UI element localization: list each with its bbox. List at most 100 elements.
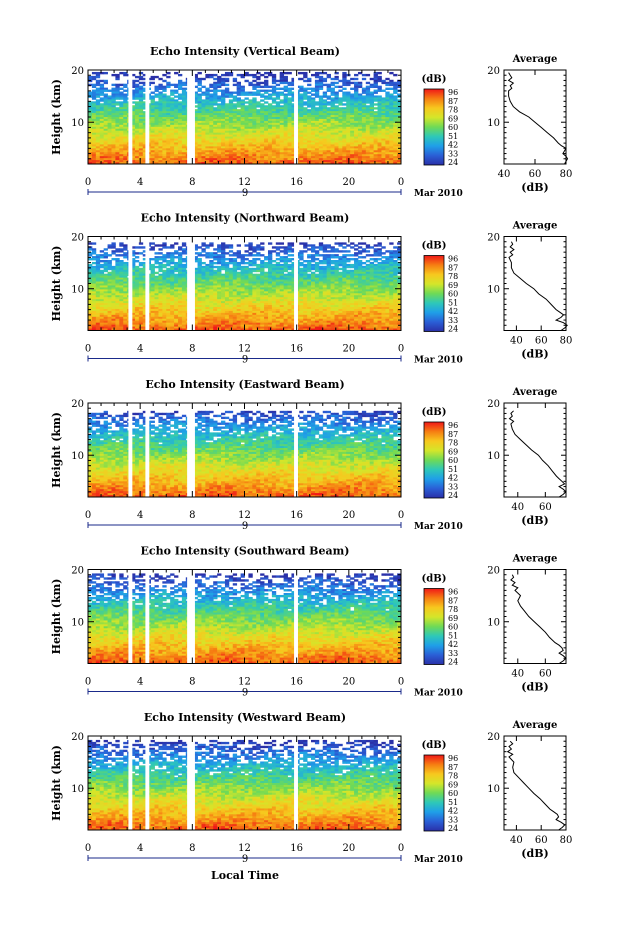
x-tick-label: 4 <box>137 344 143 355</box>
profile-x-tick-label: 40 <box>510 336 523 347</box>
y-tick-label: 20 <box>71 732 84 743</box>
data-gap <box>128 736 133 830</box>
data-gap <box>294 70 298 164</box>
profile-y-tick-label: 10 <box>487 118 500 129</box>
beam-panel: Echo Intensity (Northward Beam) 10 20 Heigh… <box>50 212 572 366</box>
date-label: Mar 2010 <box>414 356 463 366</box>
colorbar-tick-label: 60 <box>448 623 458 632</box>
echo-field <box>88 242 402 331</box>
x-tick-label: 12 <box>238 177 251 188</box>
beam-panel: Echo Intensity (Vertical Beam) 10 20 Height… <box>50 45 572 199</box>
x-tick-label: 0 <box>398 344 404 355</box>
x-tick-label: 0 <box>398 177 404 188</box>
colorbar-tick-label: 69 <box>448 447 458 456</box>
panel-title: Echo Intensity (Northward Beam) <box>141 212 350 225</box>
x-axis-label: Local Time <box>211 869 279 882</box>
colorbar-tick-label: 33 <box>448 482 458 491</box>
colorbar-tick-label: 60 <box>448 789 458 798</box>
beam-panel: Echo Intensity (Southward Beam) 10 20 Heigh… <box>50 545 567 699</box>
panel-title: Echo Intensity (Eastward Beam) <box>145 378 344 391</box>
x-tick-label: 20 <box>342 677 355 688</box>
profile-line <box>507 72 569 165</box>
x-tick-label: 4 <box>137 677 143 688</box>
profile-x-tick-label: 40 <box>498 169 511 180</box>
profile-x-tick-label: 60 <box>535 336 548 347</box>
y-tick-label: 10 <box>71 285 84 296</box>
y-axis-label: Height (km) <box>50 79 63 155</box>
profile-line <box>508 241 568 331</box>
x-tick-label: 8 <box>189 177 195 188</box>
colorbar-tick-label: 78 <box>448 106 458 115</box>
echo-field <box>88 71 402 165</box>
profile-x-tick-label: 80 <box>560 835 573 846</box>
day-label: 9 <box>242 521 248 532</box>
colorbar-tick-label: 33 <box>448 649 458 658</box>
colorbar-tick-label: 69 <box>448 780 458 789</box>
colorbar-tick-label: 96 <box>448 754 458 763</box>
x-tick-label: 16 <box>290 843 303 854</box>
date-label: Mar 2010 <box>414 189 463 199</box>
y-axis-label: Height (km) <box>50 745 63 821</box>
y-tick-label: 10 <box>71 784 84 795</box>
echo-field <box>88 410 402 498</box>
profile-title: Average <box>512 221 558 232</box>
profile-y-tick-label: 20 <box>487 399 500 410</box>
colorbar-tick-label: 42 <box>448 807 458 816</box>
profile-x-tick-label: 80 <box>560 336 573 347</box>
profile-y-tick-label: 20 <box>487 566 500 577</box>
colorbar-unit: (dB) <box>422 74 447 85</box>
day-label: 9 <box>242 854 248 865</box>
data-gap <box>187 569 195 664</box>
colorbar-tick-label: 96 <box>448 255 458 264</box>
data-gap <box>145 736 150 830</box>
colorbar-tick-label: 87 <box>448 430 458 439</box>
y-tick-label: 20 <box>71 66 84 77</box>
panel-title: Echo Intensity (Vertical Beam) <box>150 45 340 58</box>
colorbar-tick-label: 78 <box>448 772 458 781</box>
colorbar-tick-label: 78 <box>448 272 458 281</box>
profile-title: Average <box>512 554 558 565</box>
colorbar-tick-label: 78 <box>448 439 458 448</box>
colorbar-tick-label: 51 <box>448 298 458 307</box>
data-gap <box>187 70 195 164</box>
colorbar-tick-label: 96 <box>448 88 458 97</box>
x-tick-label: 12 <box>238 344 251 355</box>
profile-x-label: (dB) <box>521 181 548 194</box>
colorbar-tick-label: 42 <box>448 640 458 649</box>
data-gap <box>145 236 150 331</box>
day-label: 9 <box>242 688 248 699</box>
colorbar <box>423 88 445 166</box>
x-tick-label: 0 <box>85 843 91 854</box>
colorbar-tick-label: 69 <box>448 281 458 290</box>
y-tick-label: 10 <box>71 118 84 129</box>
colorbar-tick-label: 33 <box>448 815 458 824</box>
colorbar-tick-label: 96 <box>448 588 458 597</box>
profile-line <box>508 410 567 498</box>
colorbar-tick-label: 24 <box>448 658 458 667</box>
y-axis-label: Height (km) <box>50 579 63 655</box>
colorbar-tick-label: 42 <box>448 307 458 316</box>
data-gap <box>187 736 195 830</box>
data-gap <box>128 70 133 164</box>
colorbar-tick-label: 51 <box>448 798 458 807</box>
echo-field <box>88 739 402 831</box>
colorbar-tick-label: 78 <box>448 605 458 614</box>
data-gap <box>128 403 133 497</box>
colorbar-tick-label: 60 <box>448 456 458 465</box>
colorbar-tick-label: 87 <box>448 263 458 272</box>
x-tick-label: 0 <box>398 843 404 854</box>
data-gap <box>145 403 150 497</box>
profile-frame <box>503 402 567 498</box>
x-tick-label: 16 <box>290 344 303 355</box>
colorbar <box>423 588 445 665</box>
x-tick-label: 4 <box>137 843 143 854</box>
x-tick-label: 12 <box>238 510 251 521</box>
colorbar-unit: (dB) <box>422 407 447 418</box>
x-tick-label: 8 <box>189 510 195 521</box>
beam-panel: Echo Intensity (Westward Beam) 10 20 Height… <box>50 711 572 865</box>
y-tick-label: 20 <box>71 399 84 410</box>
colorbar-tick-label: 51 <box>448 132 458 141</box>
date-label: Mar 2010 <box>414 855 463 865</box>
profile-x-tick-label: 40 <box>511 502 524 513</box>
